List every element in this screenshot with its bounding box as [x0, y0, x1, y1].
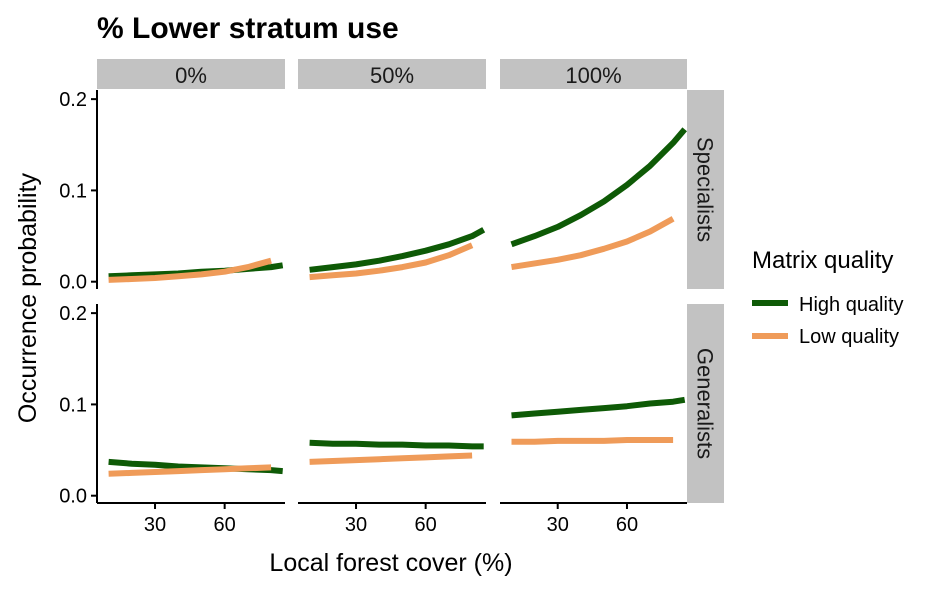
column-strip-label-50pct: 50%	[370, 63, 414, 88]
x-tick-label-0pct-0: 30	[144, 514, 166, 536]
x-tick-label-50pct-1: 60	[415, 514, 437, 536]
column-strip-0pct	[97, 59, 285, 89]
row-strip-label-specialists: Specialists	[693, 137, 718, 242]
x-tick-label-50pct-0: 30	[345, 514, 367, 536]
series-line-high-quality-generalists-100pct	[511, 396, 686, 419]
panel-generalists-50pct	[309, 439, 484, 465]
panel-generalists-100pct	[511, 396, 686, 445]
x-tick-label-0pct-1: 60	[214, 514, 236, 536]
x-axis-title: Local forest cover (%)	[269, 549, 512, 577]
column-strip-label-0pct: 0%	[175, 63, 207, 88]
chart-title: % Lower stratum use	[97, 12, 399, 45]
row-strip-label-generalists: Generalists	[693, 348, 718, 459]
column-strip-50pct	[298, 59, 486, 89]
panel-specialists-100pct	[510, 127, 687, 271]
y-tick-label-specialists-0: 0.0	[59, 272, 87, 294]
series-line-high-quality-generalists-50pct	[309, 439, 484, 450]
column-strip-100pct	[500, 59, 687, 89]
x-tick-label-100pct-0: 30	[547, 514, 569, 536]
facet-panels	[108, 127, 687, 477]
axes: 0.0 0.1 0.2 0.0 0.1 0.2 30 60 30 60 30 60	[59, 89, 687, 536]
facet-strips: 0% 50% 100% Specialists Generalists	[97, 59, 724, 503]
y-tick-label-specialists-2: 0.2	[59, 89, 87, 111]
row-strip-generalists	[687, 304, 724, 503]
series-line-low-quality-generalists-50pct	[309, 452, 473, 465]
panel-specialists-50pct	[309, 227, 486, 281]
y-axis-title: Occurrence probability	[14, 172, 42, 423]
panel-specialists-0pct	[108, 257, 284, 283]
series-line-low-quality-specialists-0pct	[108, 257, 272, 283]
y-tick-label-generalists-2: 0.2	[59, 303, 87, 325]
y-tick-label-generalists-1: 0.1	[59, 394, 87, 416]
legend-label-low-quality: Low quality	[799, 326, 899, 348]
y-tick-label-specialists-1: 0.1	[59, 180, 87, 202]
series-line-low-quality-specialists-100pct	[511, 216, 675, 271]
legend-title: Matrix quality	[752, 247, 893, 274]
series-line-low-quality-specialists-50pct	[309, 242, 474, 281]
series-line-low-quality-generalists-0pct	[108, 464, 272, 477]
legend-label-high-quality: High quality	[799, 294, 904, 316]
series-line-low-quality-generalists-100pct	[511, 437, 674, 445]
row-strip-specialists	[687, 90, 724, 289]
panel-generalists-0pct	[108, 458, 283, 477]
column-strip-label-100pct: 100%	[565, 63, 621, 88]
series-line-high-quality-specialists-50pct	[309, 227, 486, 273]
series-line-high-quality-specialists-100pct	[510, 127, 687, 248]
x-tick-label-100pct-1: 60	[616, 514, 638, 536]
y-tick-label-generalists-0: 0.0	[59, 486, 87, 508]
legend: Matrix quality High quality Low quality	[752, 247, 904, 348]
